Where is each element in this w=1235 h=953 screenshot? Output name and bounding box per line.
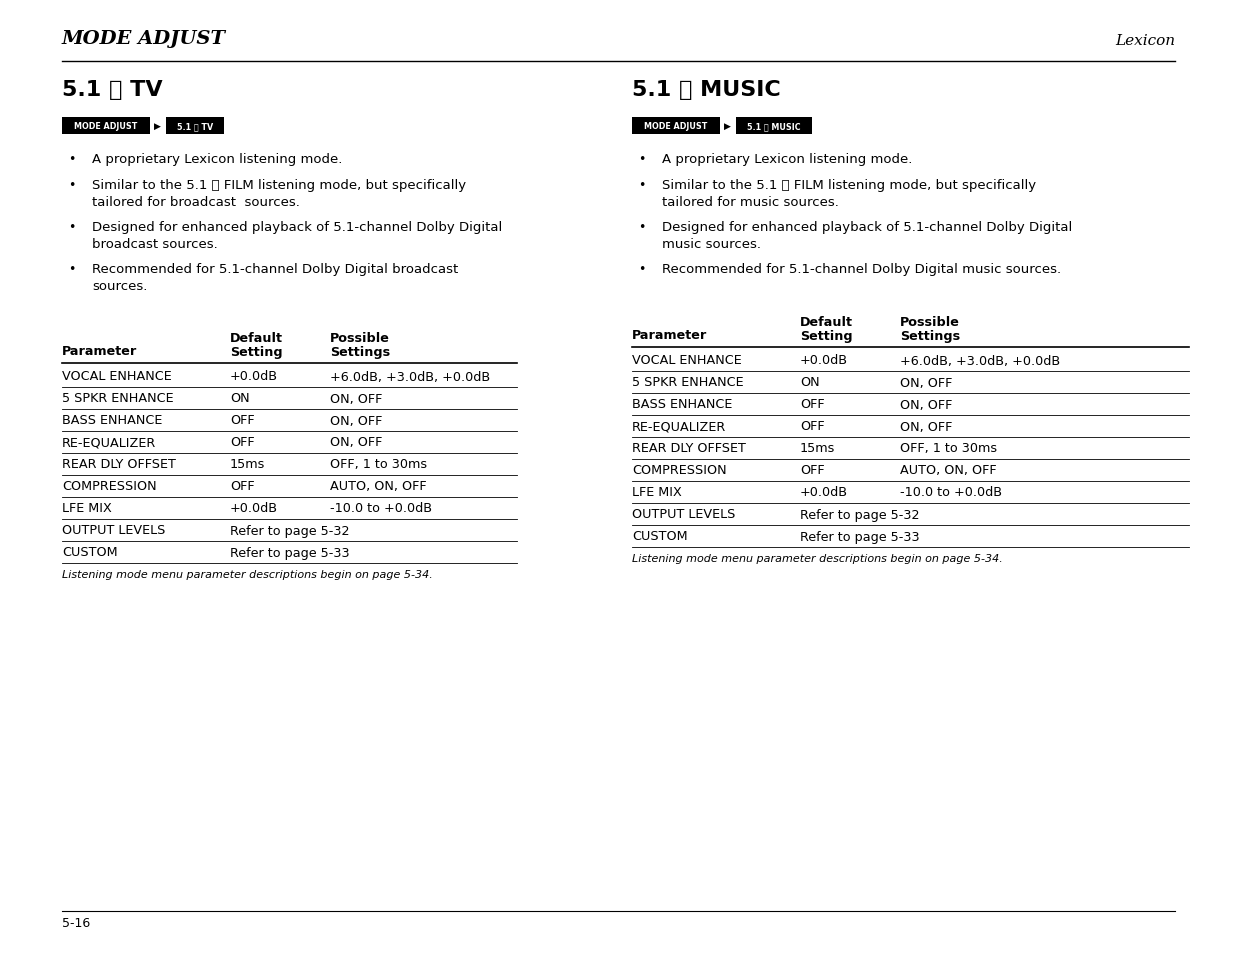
- Text: Designed for enhanced playback of 5.1-channel Dolby Digital: Designed for enhanced playback of 5.1-ch…: [662, 221, 1072, 234]
- Text: +0.0dB: +0.0dB: [800, 355, 848, 367]
- Text: VOCAL ENHANCE: VOCAL ENHANCE: [632, 355, 742, 367]
- Text: 15ms: 15ms: [230, 458, 266, 471]
- Text: •: •: [638, 179, 646, 193]
- Text: OFF: OFF: [230, 414, 254, 427]
- Text: Parameter: Parameter: [62, 345, 137, 357]
- Text: Setting: Setting: [230, 346, 283, 358]
- Text: 5.1 ␈ MUSIC: 5.1 ␈ MUSIC: [632, 80, 781, 100]
- Text: ON: ON: [800, 376, 820, 389]
- Text: +0.0dB: +0.0dB: [230, 502, 278, 515]
- Text: LFE MIX: LFE MIX: [632, 486, 682, 499]
- Text: OFF: OFF: [800, 398, 825, 411]
- Text: broadcast sources.: broadcast sources.: [91, 237, 217, 251]
- Text: +0.0dB: +0.0dB: [230, 370, 278, 383]
- Text: •: •: [68, 179, 75, 193]
- Text: •: •: [68, 263, 75, 276]
- Text: tailored for broadcast  sources.: tailored for broadcast sources.: [91, 195, 300, 209]
- Text: MODE ADJUST: MODE ADJUST: [74, 122, 137, 131]
- Text: 5.1 ␈ TV: 5.1 ␈ TV: [62, 80, 163, 100]
- Text: Similar to the 5.1 ␈ FILM listening mode, but specifically: Similar to the 5.1 ␈ FILM listening mode…: [662, 179, 1036, 193]
- Text: sources.: sources.: [91, 279, 147, 293]
- Text: ON, OFF: ON, OFF: [330, 392, 383, 405]
- Text: OUTPUT LEVELS: OUTPUT LEVELS: [632, 508, 735, 521]
- Text: Similar to the 5.1 ␈ FILM listening mode, but specifically: Similar to the 5.1 ␈ FILM listening mode…: [91, 179, 466, 193]
- Text: ON, OFF: ON, OFF: [900, 420, 952, 433]
- Text: •: •: [638, 153, 646, 167]
- Text: OFF, 1 to 30ms: OFF, 1 to 30ms: [330, 458, 427, 471]
- Text: 5.1 ␈ TV: 5.1 ␈ TV: [177, 122, 214, 131]
- Text: OFF: OFF: [230, 480, 254, 493]
- Text: ON, OFF: ON, OFF: [330, 414, 383, 427]
- Text: Refer to page 5-33: Refer to page 5-33: [800, 530, 920, 543]
- Text: A proprietary Lexicon listening mode.: A proprietary Lexicon listening mode.: [91, 153, 342, 167]
- Text: REAR DLY OFFSET: REAR DLY OFFSET: [632, 442, 746, 455]
- Text: Default: Default: [230, 332, 283, 345]
- Text: COMPRESSION: COMPRESSION: [632, 464, 726, 477]
- Text: LFE MIX: LFE MIX: [62, 502, 111, 515]
- Text: ▶: ▶: [724, 122, 730, 131]
- Text: Parameter: Parameter: [632, 329, 708, 341]
- Text: AUTO, ON, OFF: AUTO, ON, OFF: [330, 480, 426, 493]
- Text: Setting: Setting: [800, 330, 852, 343]
- Text: -10.0 to +0.0dB: -10.0 to +0.0dB: [330, 502, 432, 515]
- Text: CUSTOM: CUSTOM: [62, 546, 117, 558]
- Text: Listening mode menu parameter descriptions begin on page 5-34.: Listening mode menu parameter descriptio…: [62, 569, 432, 579]
- Text: BASS ENHANCE: BASS ENHANCE: [62, 414, 162, 427]
- FancyBboxPatch shape: [736, 118, 811, 135]
- Text: Recommended for 5.1-channel Dolby Digital broadcast: Recommended for 5.1-channel Dolby Digita…: [91, 263, 458, 276]
- Text: REAR DLY OFFSET: REAR DLY OFFSET: [62, 458, 175, 471]
- Text: 5.1 ␈ MUSIC: 5.1 ␈ MUSIC: [747, 122, 800, 131]
- Text: Recommended for 5.1-channel Dolby Digital music sources.: Recommended for 5.1-channel Dolby Digita…: [662, 263, 1061, 276]
- Text: 5 SPKR ENHANCE: 5 SPKR ENHANCE: [62, 392, 174, 405]
- Text: 15ms: 15ms: [800, 442, 835, 455]
- Text: ▶: ▶: [153, 122, 161, 131]
- Text: +6.0dB, +3.0dB, +0.0dB: +6.0dB, +3.0dB, +0.0dB: [900, 355, 1060, 367]
- Text: CUSTOM: CUSTOM: [632, 530, 688, 543]
- Text: OFF: OFF: [230, 436, 254, 449]
- Text: Default: Default: [800, 315, 853, 329]
- Text: 5-16: 5-16: [62, 916, 90, 929]
- Text: OFF, 1 to 30ms: OFF, 1 to 30ms: [900, 442, 997, 455]
- Text: tailored for music sources.: tailored for music sources.: [662, 195, 839, 209]
- Text: Possible: Possible: [900, 315, 960, 329]
- Text: 5 SPKR ENHANCE: 5 SPKR ENHANCE: [632, 376, 743, 389]
- Text: BASS ENHANCE: BASS ENHANCE: [632, 398, 732, 411]
- Text: +0.0dB: +0.0dB: [800, 486, 848, 499]
- Text: VOCAL ENHANCE: VOCAL ENHANCE: [62, 370, 172, 383]
- Text: Lexicon: Lexicon: [1115, 34, 1174, 48]
- Text: MODE ADJUST: MODE ADJUST: [62, 30, 226, 48]
- Text: music sources.: music sources.: [662, 237, 761, 251]
- Text: Refer to page 5-33: Refer to page 5-33: [230, 546, 350, 558]
- FancyBboxPatch shape: [62, 118, 149, 135]
- Text: -10.0 to +0.0dB: -10.0 to +0.0dB: [900, 486, 1002, 499]
- Text: •: •: [68, 153, 75, 167]
- Text: MODE ADJUST: MODE ADJUST: [645, 122, 708, 131]
- Text: OFF: OFF: [800, 420, 825, 433]
- Text: Listening mode menu parameter descriptions begin on page 5-34.: Listening mode menu parameter descriptio…: [632, 554, 1003, 563]
- Text: •: •: [68, 221, 75, 234]
- FancyBboxPatch shape: [165, 118, 224, 135]
- Text: A proprietary Lexicon listening mode.: A proprietary Lexicon listening mode.: [662, 153, 913, 167]
- Text: Refer to page 5-32: Refer to page 5-32: [800, 508, 920, 521]
- Text: Possible: Possible: [330, 332, 390, 345]
- Text: OFF: OFF: [800, 464, 825, 477]
- Text: RE-EQUALIZER: RE-EQUALIZER: [632, 420, 726, 433]
- Text: +6.0dB, +3.0dB, +0.0dB: +6.0dB, +3.0dB, +0.0dB: [330, 370, 490, 383]
- Text: ON, OFF: ON, OFF: [900, 398, 952, 411]
- Text: Refer to page 5-32: Refer to page 5-32: [230, 524, 350, 537]
- Text: •: •: [638, 263, 646, 276]
- FancyBboxPatch shape: [632, 118, 720, 135]
- Text: RE-EQUALIZER: RE-EQUALIZER: [62, 436, 157, 449]
- Text: Designed for enhanced playback of 5.1-channel Dolby Digital: Designed for enhanced playback of 5.1-ch…: [91, 221, 503, 234]
- Text: COMPRESSION: COMPRESSION: [62, 480, 157, 493]
- Text: Settings: Settings: [330, 346, 390, 358]
- Text: AUTO, ON, OFF: AUTO, ON, OFF: [900, 464, 997, 477]
- Text: ON, OFF: ON, OFF: [900, 376, 952, 389]
- Text: •: •: [638, 221, 646, 234]
- Text: ON: ON: [230, 392, 249, 405]
- Text: Settings: Settings: [900, 330, 960, 343]
- Text: OUTPUT LEVELS: OUTPUT LEVELS: [62, 524, 165, 537]
- Text: ON, OFF: ON, OFF: [330, 436, 383, 449]
